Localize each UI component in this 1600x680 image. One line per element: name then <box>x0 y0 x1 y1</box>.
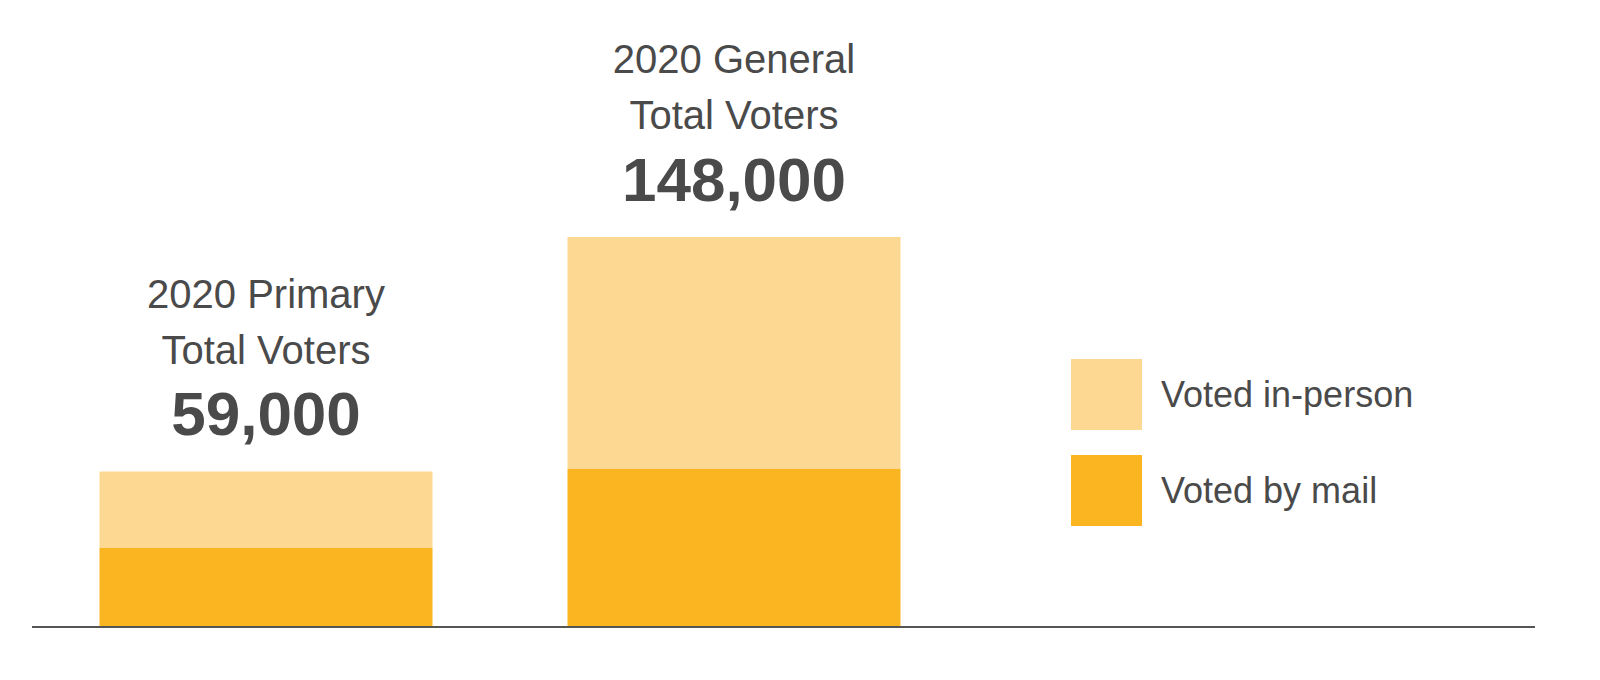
svg-text:Voted in-person: Voted in-person <box>1161 374 1413 415</box>
svg-text:2020 Primary: 2020 Primary <box>147 272 385 316</box>
svg-text:Total Voters: Total Voters <box>161 328 370 372</box>
svg-text:2020 General: 2020 General <box>613 37 855 81</box>
svg-text:Voted by mail: Voted by mail <box>1161 470 1377 511</box>
svg-text:148,000: 148,000 <box>622 145 846 214</box>
svg-text:Total Voters: Total Voters <box>629 93 838 137</box>
svg-text:59,000: 59,000 <box>171 379 361 448</box>
